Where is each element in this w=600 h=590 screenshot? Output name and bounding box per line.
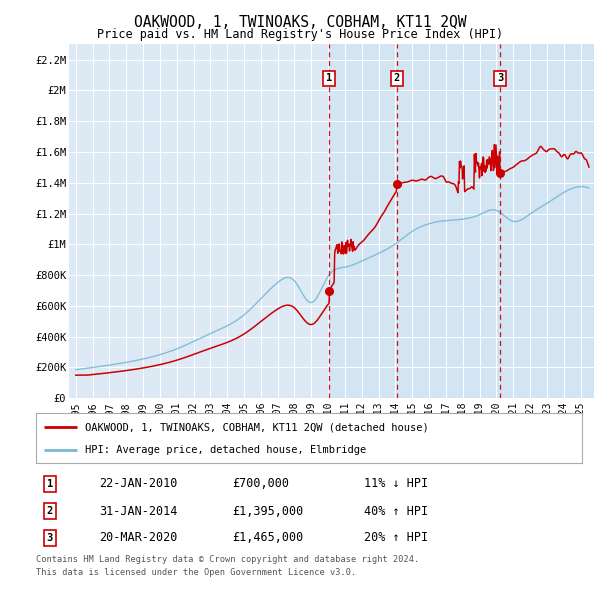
Text: 31-JAN-2014: 31-JAN-2014: [99, 504, 177, 517]
Text: 1: 1: [326, 73, 332, 83]
Text: Price paid vs. HM Land Registry's House Price Index (HPI): Price paid vs. HM Land Registry's House …: [97, 28, 503, 41]
Text: HPI: Average price, detached house, Elmbridge: HPI: Average price, detached house, Elmb…: [85, 445, 367, 455]
Text: This data is licensed under the Open Government Licence v3.0.: This data is licensed under the Open Gov…: [36, 568, 356, 576]
Text: OAKWOOD, 1, TWINOAKS, COBHAM, KT11 2QW (detached house): OAKWOOD, 1, TWINOAKS, COBHAM, KT11 2QW (…: [85, 422, 429, 432]
Text: Contains HM Land Registry data © Crown copyright and database right 2024.: Contains HM Land Registry data © Crown c…: [36, 555, 419, 563]
Text: 1: 1: [47, 479, 53, 489]
Text: 3: 3: [47, 533, 53, 543]
Text: 2: 2: [47, 506, 53, 516]
Text: 11% ↓ HPI: 11% ↓ HPI: [364, 477, 428, 490]
Text: £700,000: £700,000: [233, 477, 290, 490]
Text: 3: 3: [497, 73, 503, 83]
Text: 20-MAR-2020: 20-MAR-2020: [99, 531, 177, 544]
Text: 22-JAN-2010: 22-JAN-2010: [99, 477, 177, 490]
Bar: [329, 44, 594, 398]
Text: 40% ↑ HPI: 40% ↑ HPI: [364, 504, 428, 517]
Text: 20% ↑ HPI: 20% ↑ HPI: [364, 531, 428, 544]
Text: 2: 2: [394, 73, 400, 83]
Text: OAKWOOD, 1, TWINOAKS, COBHAM, KT11 2QW: OAKWOOD, 1, TWINOAKS, COBHAM, KT11 2QW: [134, 15, 466, 30]
Text: £1,465,000: £1,465,000: [233, 531, 304, 544]
Text: £1,395,000: £1,395,000: [233, 504, 304, 517]
